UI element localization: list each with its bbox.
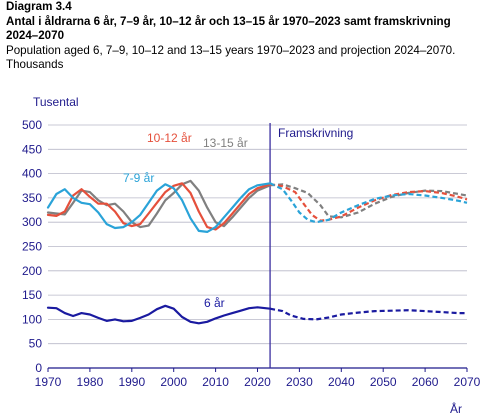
title-sv-line1: Antal i åldrarna 6 år, 7–9 år, 10–12 år … bbox=[6, 14, 451, 28]
y-tick-300: 300 bbox=[22, 215, 42, 229]
title-en-line1: Population aged 6, 7–9, 10–12 and 13–15 … bbox=[6, 43, 456, 57]
x-axis-label: År bbox=[450, 401, 462, 416]
series-7-9-r-projection bbox=[269, 182, 468, 224]
title-sv-line2: 2024–2070 bbox=[6, 29, 65, 43]
x-tick-2030: 2030 bbox=[286, 375, 313, 389]
diagram-label: Diagram 3.4 bbox=[6, 0, 72, 13]
series-labels: 13-15 år 10-12 år 7-9 år 6 år bbox=[123, 131, 248, 310]
x-tick-2010: 2010 bbox=[202, 375, 229, 389]
series-6-r-historical bbox=[46, 304, 272, 325]
y-tick-100: 100 bbox=[22, 312, 42, 326]
series-10-12-r-historical bbox=[46, 182, 272, 231]
y-tick-200: 200 bbox=[22, 264, 42, 278]
x-tick-2040: 2040 bbox=[328, 375, 355, 389]
y-tick-50: 50 bbox=[29, 337, 43, 351]
x-tick-2060: 2060 bbox=[412, 375, 439, 389]
series-label-10-12-r: 10-12 år bbox=[147, 131, 192, 145]
series-label-6-r: 6 år bbox=[204, 296, 225, 310]
x-tick-labels: 1970 1980 1990 2000 2010 2020 2030 2040 2050 2060… bbox=[35, 368, 481, 389]
series-7-9-r-historical bbox=[46, 182, 272, 233]
grid-lines bbox=[48, 124, 467, 369]
x-tick-2070: 2070 bbox=[454, 375, 481, 389]
series-10-12-r-projection bbox=[269, 183, 468, 222]
x-tick-2050: 2050 bbox=[370, 375, 397, 389]
series-13-15-r-projection bbox=[270, 183, 468, 219]
x-tick-1990: 1990 bbox=[118, 375, 145, 389]
chart-header: Diagram 3.4 Antal i åldrarna 6 år, 7–9 å… bbox=[6, 0, 490, 73]
y-tick-150: 150 bbox=[22, 288, 42, 302]
x-tick-1970: 1970 bbox=[35, 375, 62, 389]
series-lines bbox=[46, 123, 468, 368]
title-en-line2: Thousands bbox=[6, 58, 64, 72]
series-label-7-9-r: 7-9 år bbox=[123, 171, 154, 185]
y-axis-label: Tusental bbox=[33, 95, 79, 109]
x-tick-2000: 2000 bbox=[160, 375, 187, 389]
series-6-r-projection bbox=[269, 307, 467, 321]
projection-label: Framskrivning bbox=[278, 126, 353, 140]
y-tick-400: 400 bbox=[22, 167, 42, 181]
y-tick-450: 450 bbox=[22, 142, 42, 156]
x-tick-1980: 1980 bbox=[77, 375, 104, 389]
y-tick-250: 250 bbox=[22, 240, 42, 254]
y-tick-0: 0 bbox=[35, 361, 42, 375]
series-label-13-15-r: 13-15 år bbox=[203, 136, 248, 150]
y-tick-labels: 0 50 100 150 200 250 300 350 400 450 500 bbox=[22, 118, 42, 375]
y-tick-500: 500 bbox=[22, 118, 42, 132]
y-tick-350: 350 bbox=[22, 191, 42, 205]
x-tick-2020: 2020 bbox=[244, 375, 271, 389]
